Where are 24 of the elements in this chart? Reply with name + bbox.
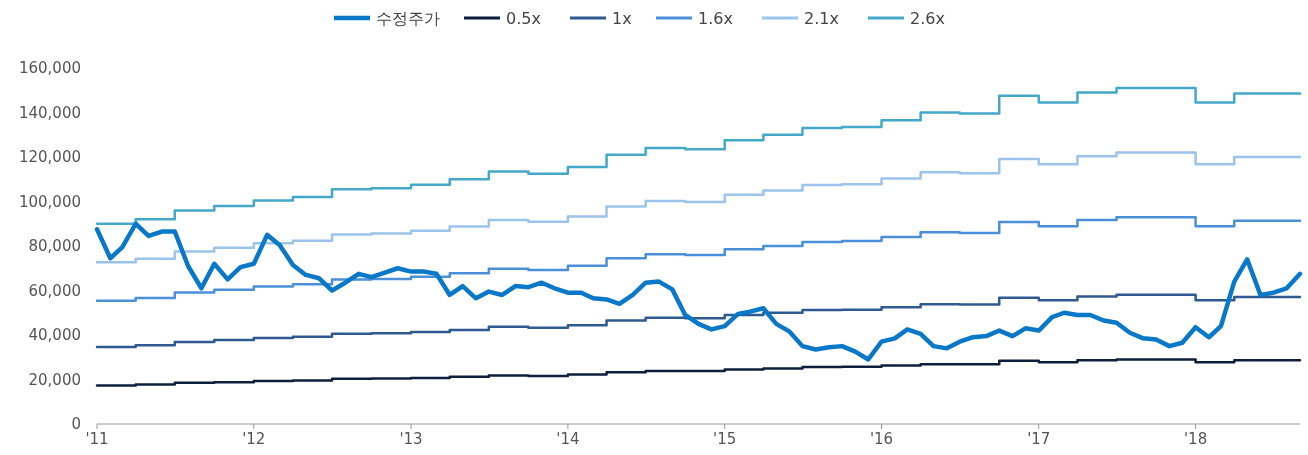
y-tick-label: 20,000	[28, 370, 81, 389]
legend-label: 0.5x	[506, 9, 541, 28]
y-tick-label: 40,000	[28, 326, 81, 344]
y-tick-label: 140,000	[18, 103, 81, 122]
y-tick-label: 80,000	[28, 237, 81, 255]
x-tick-label: '16	[869, 430, 894, 448]
x-tick-label: '18	[1183, 430, 1208, 448]
legend-label: 1x	[612, 9, 632, 28]
legend-label: 수정주가	[376, 9, 440, 28]
x-tick-label: '17	[1027, 430, 1051, 448]
legend-label: 2.1x	[804, 9, 839, 28]
x-tick-label: '13	[399, 430, 423, 448]
x-tick-label: '14	[556, 430, 580, 448]
y-tick-label: 100,000	[18, 192, 81, 211]
legend-label: 1.6x	[698, 9, 733, 28]
x-tick-label: '12	[242, 430, 266, 448]
y-tick-label: 0	[71, 415, 81, 433]
y-tick-label: 120,000	[18, 148, 81, 166]
x-tick-label: '11	[85, 430, 109, 448]
x-tick-label: '15	[713, 430, 737, 448]
y-tick-label: 60,000	[28, 281, 81, 300]
y-tick-label: 160,000	[18, 59, 81, 77]
line-series	[94, 221, 1303, 362]
legend-label: 2.6x	[910, 9, 945, 28]
